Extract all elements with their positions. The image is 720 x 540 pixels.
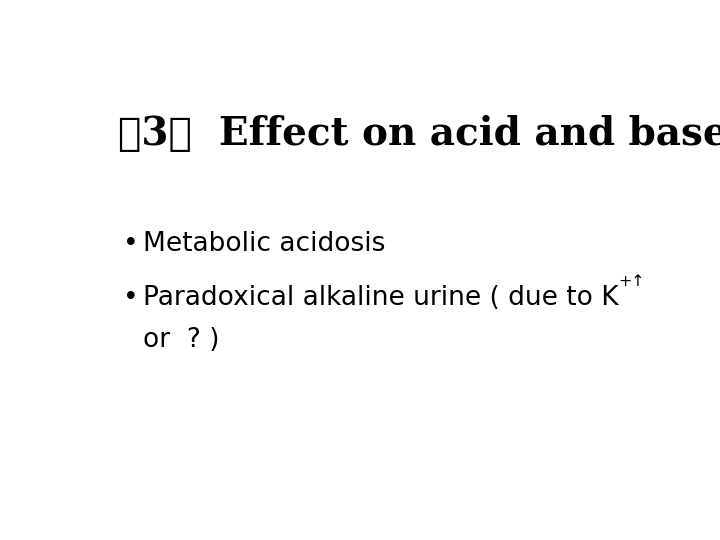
Text: •: • — [124, 285, 139, 311]
Text: or  ? ): or ? ) — [143, 327, 220, 353]
Text: •: • — [124, 231, 139, 257]
Text: +↑: +↑ — [618, 274, 645, 288]
Text: （3）  Effect on acid and base: （3） Effect on acid and base — [118, 114, 720, 153]
Text: Paradoxical alkaline urine ( due to K: Paradoxical alkaline urine ( due to K — [143, 285, 618, 311]
Text: Metabolic acidosis: Metabolic acidosis — [143, 231, 385, 257]
